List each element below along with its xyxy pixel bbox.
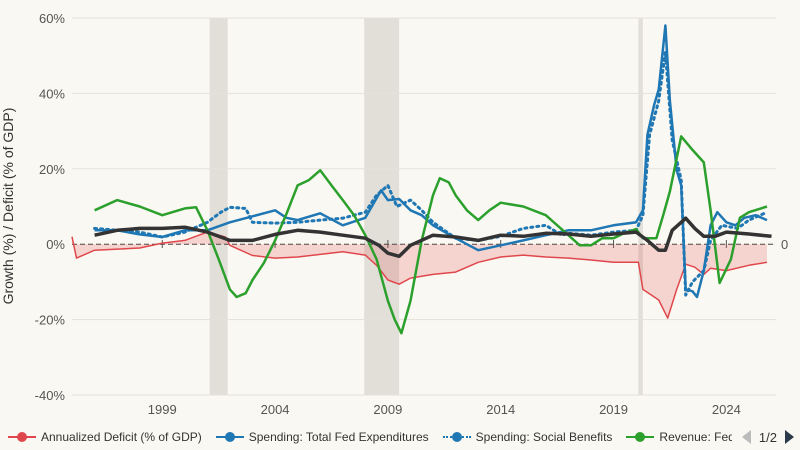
legend-page-indicator: 1/2 (758, 429, 777, 445)
legend-label: Revenue: Federal Tax Rec (659, 430, 732, 444)
legend-swatch (215, 432, 244, 442)
y-tick-label: 20% (39, 162, 65, 177)
x-tick-labels: 1999 2004 2009 2014 2019 2024 (148, 402, 741, 417)
legend-label: Spending: Social Benefits (475, 430, 613, 444)
recession-bands (209, 18, 643, 395)
legend-item[interactable]: Revenue: Federal Tax Rec (626, 430, 732, 444)
y-tick-label: -40% (35, 388, 66, 403)
x-tick-label: 2004 (261, 402, 290, 417)
y-tick-label: 40% (39, 86, 65, 101)
legend-item[interactable]: Spending: Social Benefits (442, 430, 613, 444)
y-tick-label: -20% (35, 313, 66, 328)
legend-item[interactable]: Spending: Total Fed Expenditures (215, 430, 429, 444)
x-tick-label: 2019 (599, 402, 628, 417)
legend-pager: 1/2 (735, 426, 800, 448)
legend-prev-arrow-icon[interactable] (741, 430, 751, 444)
series-line-4 (94, 216, 772, 259)
chart: -40% -20% 0% 20% 40% 60% 1999 2004 2009 2014 2019… (0, 11, 788, 417)
legend-item[interactable]: Annualized Deficit (% of GDP) (8, 430, 202, 444)
x-tick-label: 2024 (712, 402, 741, 417)
x-tick-label: 1999 (148, 402, 177, 417)
zero-label: 0 (781, 237, 788, 252)
legend-next-arrow-icon[interactable] (785, 430, 794, 444)
y-axis-label: Growth (%) / Deficit (% of GDP) (0, 108, 16, 305)
legend-label: Spending: Total Fed Expenditures (248, 430, 429, 444)
legend-items: Annualized Deficit (% of GDP) Spending: T… (0, 430, 736, 444)
y-tick-label: 0% (46, 237, 65, 252)
y-tick-labels: -40% -20% 0% 20% 40% 60% (35, 11, 66, 403)
y-tick-label: 60% (39, 11, 65, 26)
gridlines (72, 17, 776, 396)
series-line-1 (94, 24, 768, 299)
recession-band (638, 18, 643, 395)
legend-swatch (442, 432, 471, 442)
legend: Annualized Deficit (% of GDP) Spending: T… (0, 426, 800, 448)
series-area-0 (72, 232, 767, 319)
x-tick-label: 2009 (373, 402, 402, 417)
legend-swatch (8, 432, 36, 442)
recession-band (209, 18, 228, 395)
x-tick-label: 2014 (486, 402, 515, 417)
legend-label: Annualized Deficit (% of GDP) (41, 430, 202, 444)
series-group (71, 24, 772, 335)
legend-swatch (626, 432, 655, 442)
series-line-3 (94, 135, 768, 335)
